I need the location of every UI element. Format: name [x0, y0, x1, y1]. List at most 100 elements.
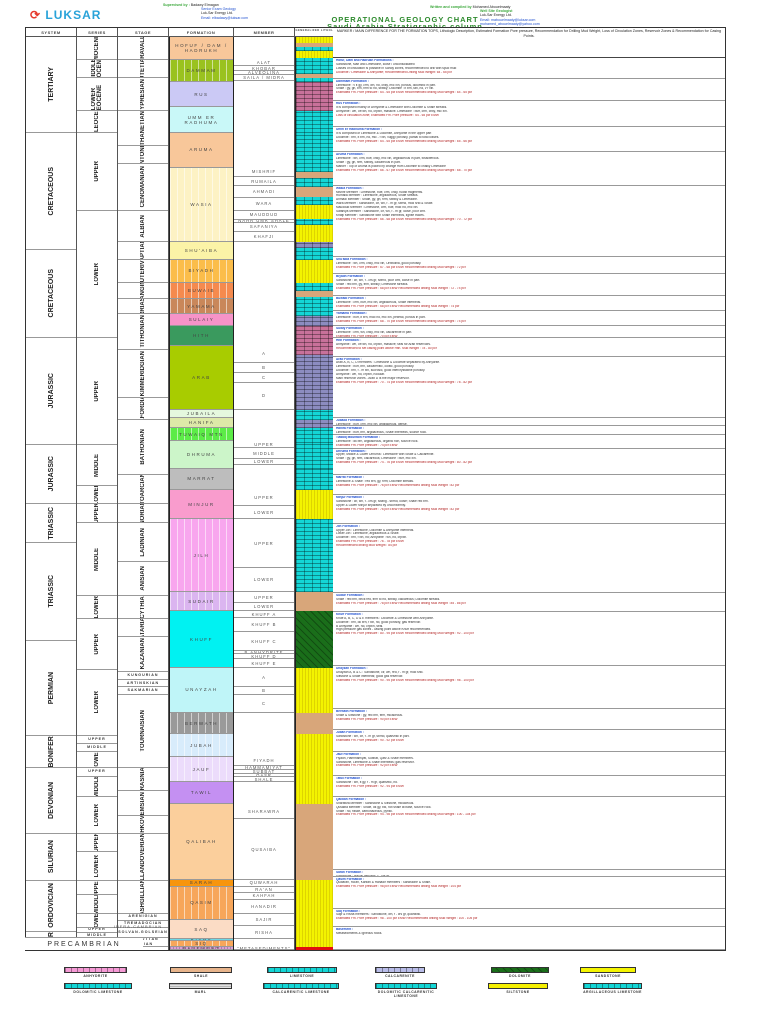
formation-label: UMM ER RADHUMA	[184, 114, 219, 125]
stage-label: TOURNAISIAN	[140, 710, 146, 752]
description-line: Estimated Fm. Pore pressure : 90 - 92 pc…	[336, 738, 404, 742]
stage-cell: OXFORDIAN	[118, 398, 168, 420]
description-line: Fiyadh, Hammamiyat, Subbat, Qasr & Shale…	[336, 756, 414, 760]
stage-cell: SERRAVALLIAN	[118, 37, 168, 61]
description-formation-name: Hith Formation :	[336, 338, 361, 342]
member-cell: SHARAWRA	[234, 804, 294, 820]
description-blocks: Hofuf, Dam and Hadrukh Formations : Sands…	[333, 58, 725, 950]
description-line: Shale : red brn, gy, firm, sbblky; Limes…	[336, 282, 409, 286]
member-cell: NAHR UMR SHALE	[234, 220, 294, 223]
description-formation-name: Basement :	[336, 928, 354, 932]
formation-description: Saq Formation : Sajir & Risha members : S…	[333, 909, 725, 928]
formation-cell: BASEMENT	[170, 947, 233, 950]
formation-description: Hanifa Formation : Limestone : buff, brn,…	[333, 426, 725, 436]
description-line: Mishrif Member : Limestone, buff, crm, c…	[336, 190, 424, 194]
description-formation-name: Jubaila Formation :	[336, 419, 366, 423]
member-label: ALAT	[256, 60, 272, 66]
description-header: MARKER / MAIN DIFFERENCE FOR THE FORMATI…	[333, 28, 725, 58]
description-line: Dolomite : brn, lt brn, hd, mic - f xln,…	[336, 136, 440, 140]
member-cell: "METASEDIMENTS"	[234, 947, 294, 950]
member-cell: RUMAILA	[234, 177, 294, 187]
legend-label: DOLOMITIC LIMESTONE	[73, 990, 123, 994]
supervisor-credits: Supervised by : Badawy Elmagan Senior Ex…	[163, 3, 248, 20]
lithology-band	[296, 58, 341, 75]
formation-cell: HOFUF / DAM / HADRUKH	[170, 37, 233, 61]
description-formation-name: Jauf Formation :	[336, 752, 361, 756]
stage-cell: BERRIASIAN	[118, 299, 168, 315]
system-cell: CARBONIFEROUS	[26, 736, 76, 768]
formation-label: MARRAT	[187, 476, 216, 482]
description-formation-name: Saq Formation :	[336, 909, 361, 913]
formation-cell: DAMMAM	[170, 60, 233, 82]
member-label: "METASEDIMENTS"	[237, 947, 291, 950]
member-cell: C	[234, 373, 294, 383]
description-formation-name: Qalibah Formation :	[336, 797, 367, 801]
member-label: FIYADH	[253, 758, 275, 764]
description-line: Limestone : buff, brn, argillaceous, Sha…	[336, 430, 427, 434]
legend-item: DOLOMITE	[491, 967, 549, 978]
formation-description: Basement : Metasediments & Igneous rocks.	[333, 927, 725, 950]
formation-description: Yamama Formation : Limestone : buff, lt b…	[333, 311, 725, 327]
formation-description: Hith Formation : Anhydrite : wh, off wh, …	[333, 338, 725, 357]
formation-description: Jubah Formation : Sandstone : wh, clr, f …	[333, 730, 725, 752]
formation-description: Berwath Formation : Shale & Siltstone : g…	[333, 709, 725, 731]
description-line: Qusaiba Member : Shale, dk gy, blk, hot …	[336, 805, 432, 809]
member-cell: HAMMAMIYAT	[234, 766, 294, 771]
formation-cell: RISHA	[170, 939, 233, 942]
description-line: Quwarah, Ra'an, Kahfah & Hanadir members…	[336, 881, 431, 885]
member-cell: B	[234, 363, 294, 373]
description-line: Estimated Fm. Pore pressure : 78 pcf EMW…	[336, 601, 466, 605]
description-formation-name: Rus Formation :	[336, 102, 361, 106]
author-email-link[interactable]: Email: mabouelmaaty@luksar.com	[480, 17, 536, 22]
lithology-band	[296, 187, 341, 198]
lithology-band	[296, 247, 341, 260]
stage-cell: KIMMERIDGIAN	[118, 350, 168, 399]
description-line: Sharawra Member : Sandstone & Siltstone,…	[336, 801, 415, 805]
formation-description: Minjur Formation : Sandstone : clr, wh, f…	[333, 495, 725, 524]
formation-label: HANIFA	[188, 419, 215, 425]
header-member: MEMBER	[234, 28, 295, 37]
stage-cell: YPRESIAN	[118, 78, 168, 112]
stage-cell: VALANGINIAN	[118, 283, 168, 299]
description-line: Estimated Fm. Pore pressure : 74 - 76 pc…	[336, 461, 472, 465]
lithology-band	[296, 283, 341, 291]
description-line: Recommended drilling Mud Weight : 84 pcf	[336, 544, 397, 548]
formation-cell: JUBAH	[170, 734, 233, 757]
description-line: Khafji Member : Sandstone with Shale int…	[336, 214, 425, 218]
member-cell: C	[234, 695, 294, 713]
series-label: UPPER	[88, 927, 106, 932]
series-cell: MIDDLE EOCENE	[77, 60, 117, 79]
description-line: Dolomite / Limestone & Anhydrite; Recomm…	[336, 70, 452, 74]
member-label: B	[262, 688, 266, 694]
series-cell: LOWER	[77, 797, 117, 834]
formation-label: DHRUMA	[186, 452, 217, 458]
author-credits: Written and compiled by Mohamed Abouelma…	[430, 5, 540, 26]
lithology-band	[296, 42, 341, 47]
lithology-band	[296, 427, 341, 444]
member-label: MAUDDUD	[249, 212, 279, 218]
formation-description: Buwaib Formation : Limestone : crm, buff,…	[333, 296, 725, 312]
stage-label: ARTINSKIAN	[126, 680, 160, 685]
supervisor-email-link[interactable]: Email: elbadawy@luksar.com	[201, 15, 248, 20]
header-stage: STAGE	[118, 28, 169, 37]
author-email2-link[interactable]: mohamed_abouelmaaty@yahoo.com	[480, 21, 540, 26]
formation-description: Marrat Formation : Limestone & Shale : re…	[333, 475, 725, 496]
description-line: Dolomite : brn, f - m xln, sucrosic, goo…	[336, 369, 426, 373]
legend-swatch	[488, 983, 548, 989]
member-label: UPPER	[254, 594, 274, 600]
formation-description: Unayzah Formation : Unayzah A, B & C : Sa…	[333, 666, 725, 710]
stage-cell: SANTONIAN	[118, 146, 168, 164]
formation-description: Sulaiy Formation : Limestone : crm, wh, c…	[333, 326, 725, 338]
formation-cell: BERWATH	[170, 712, 233, 735]
member-label: LOWER	[253, 458, 275, 464]
description-formation-name: Dammam Formation :	[336, 79, 369, 83]
system-cell: TERTIARY	[26, 37, 76, 133]
stage-cell: ANISIAN	[118, 562, 168, 596]
formation-label: QALIBAH	[186, 838, 217, 844]
description-line: Anhydrite : wh, off wh, hd, crpxln, mass…	[336, 342, 431, 346]
series-label: UPPER	[94, 833, 100, 852]
description-line: Estimated Fm. Pore pressure : 92 pcf EMW	[336, 764, 398, 768]
member-label: SHALE	[254, 777, 274, 782]
formation-cell: KHUFF	[170, 611, 233, 668]
formation-label: SARAH	[189, 880, 214, 886]
